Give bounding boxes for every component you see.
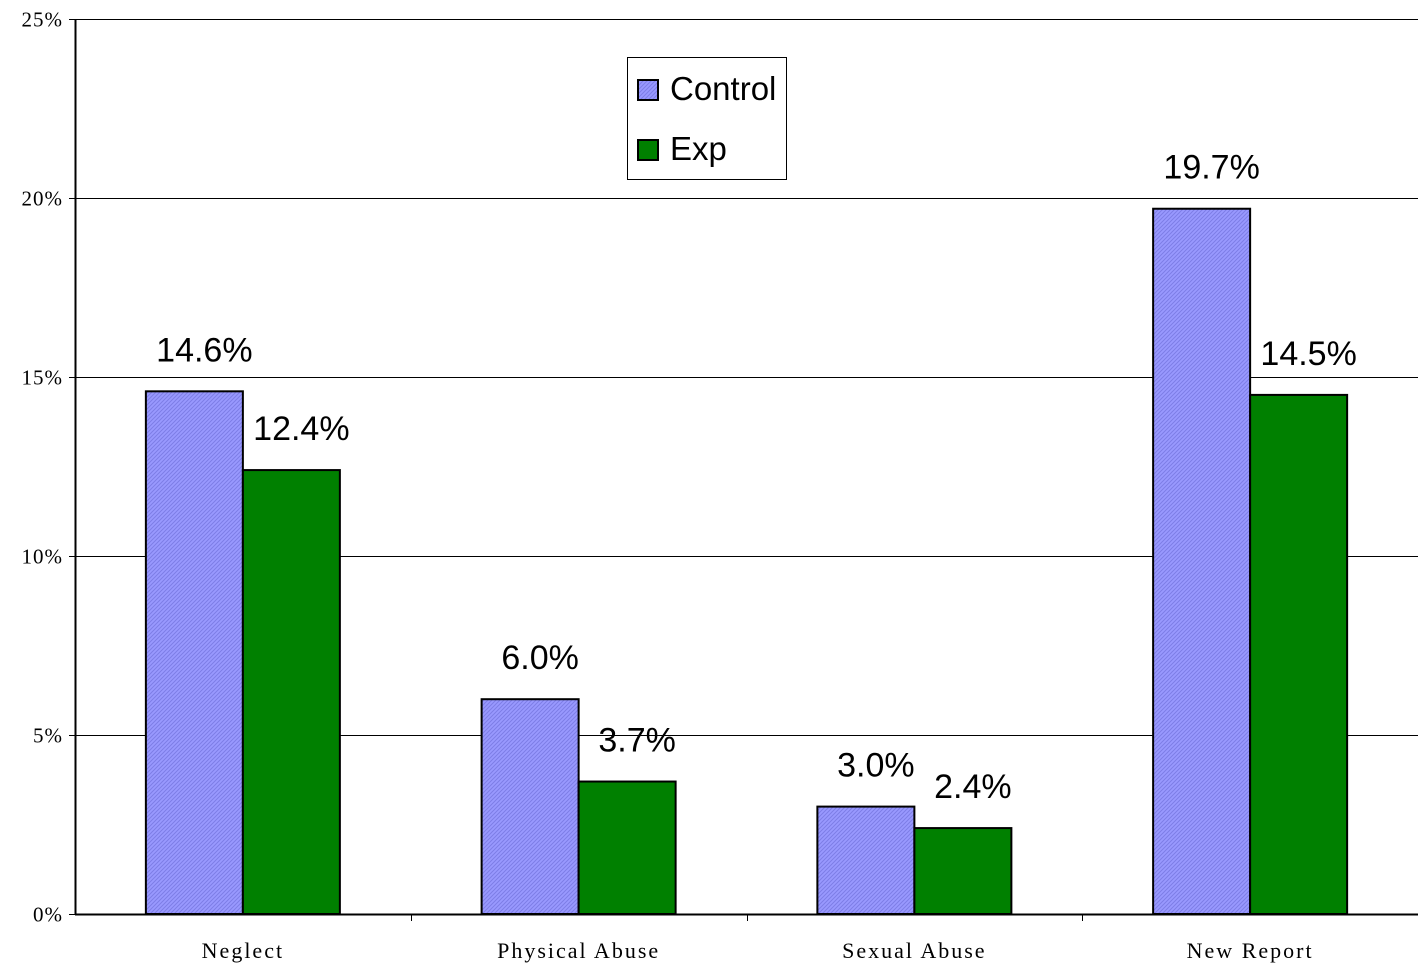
- y-tick-label: 0%: [33, 903, 63, 927]
- x-category-label: New Report: [1187, 938, 1314, 963]
- bar-control: [817, 807, 914, 914]
- bar-control: [482, 699, 579, 914]
- data-label: 3.0%: [837, 747, 915, 785]
- data-label: 19.7%: [1163, 149, 1259, 187]
- legend-label: Exp: [670, 130, 727, 167]
- bar-control: [146, 391, 243, 914]
- data-label: 14.6%: [156, 331, 252, 369]
- data-label: 3.7%: [598, 722, 676, 760]
- bar-exp: [243, 470, 340, 914]
- legend-swatch: [638, 140, 658, 160]
- x-category-label: Sexual Abuse: [842, 938, 986, 963]
- legend: Control Exp: [628, 58, 787, 180]
- y-tick-label: 5%: [33, 724, 63, 748]
- data-label: 2.4%: [934, 768, 1012, 806]
- legend-label: Control: [670, 70, 776, 107]
- y-tick-label: 25%: [22, 8, 64, 32]
- x-category-label: Neglect: [202, 938, 284, 963]
- bar-control: [1153, 209, 1250, 914]
- y-tick-label: 15%: [22, 366, 64, 390]
- bar-exp: [579, 782, 676, 914]
- x-category-label: Physical Abuse: [497, 938, 660, 963]
- legend-swatch: [638, 80, 658, 100]
- y-tick-label: 10%: [22, 545, 64, 569]
- bar-exp: [914, 828, 1011, 914]
- data-label: 6.0%: [501, 639, 579, 677]
- data-label: 12.4%: [253, 410, 349, 448]
- data-label: 14.5%: [1260, 335, 1356, 373]
- bar-exp: [1250, 395, 1347, 914]
- bars: [146, 209, 1347, 914]
- y-tick-label: 20%: [22, 187, 64, 211]
